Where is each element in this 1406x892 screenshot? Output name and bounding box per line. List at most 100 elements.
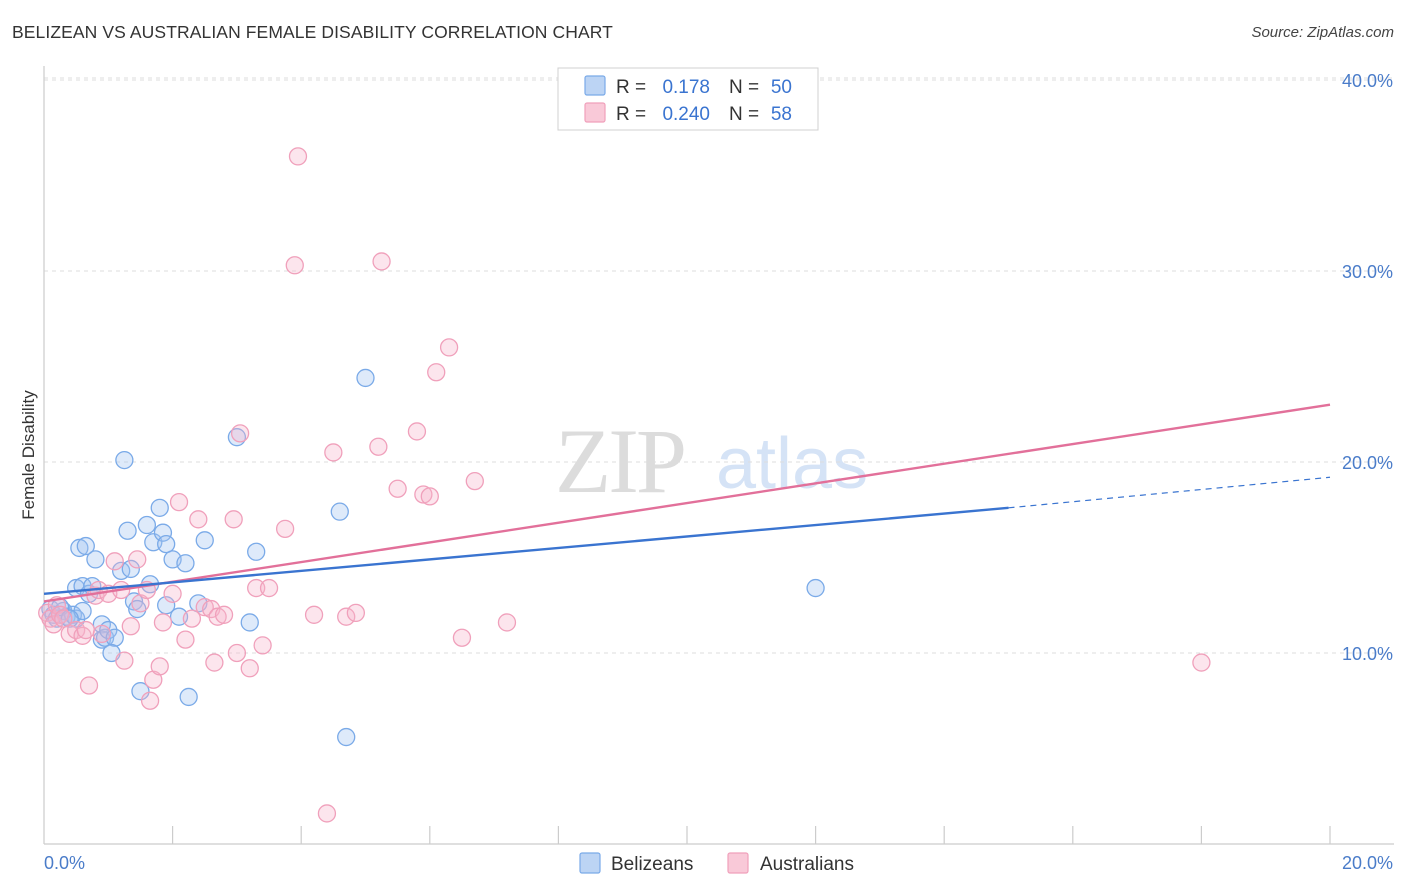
watermark-atlas: atlas bbox=[716, 424, 868, 504]
australian-point-28 bbox=[176, 630, 195, 649]
australian-point-8 bbox=[73, 626, 92, 645]
axes bbox=[43, 66, 1394, 845]
x-tick-label-max: 20.0% bbox=[1342, 853, 1393, 873]
legend-swatch-blue bbox=[584, 75, 606, 96]
belizean-point-43 bbox=[247, 542, 266, 561]
watermark-zip: ZIP bbox=[555, 410, 684, 512]
belizean-point-40 bbox=[195, 531, 214, 550]
australian-point-34 bbox=[208, 607, 227, 626]
trend-lines bbox=[43, 403, 1331, 603]
bottom-legend-belizeans: Belizeans bbox=[611, 854, 693, 875]
legend-n-label-blue: N = bbox=[729, 77, 759, 98]
belizean-point-42 bbox=[240, 613, 259, 632]
australian-point-41 bbox=[253, 636, 272, 655]
legend-r-label-blue: R = bbox=[616, 77, 646, 98]
belizeans-points bbox=[41, 368, 825, 747]
y-tick-label-40: 40.0% bbox=[1342, 71, 1393, 91]
australian-point-17 bbox=[115, 651, 134, 670]
australian-point-55 bbox=[414, 485, 433, 504]
australian-point-27 bbox=[169, 492, 189, 512]
australian-point-36 bbox=[224, 510, 243, 529]
australian-point-42 bbox=[259, 578, 279, 598]
belizean-point-37 bbox=[176, 554, 195, 573]
bottom-legend-swatch-australians bbox=[727, 852, 749, 874]
australian-point-26 bbox=[163, 584, 182, 603]
belizean-point-24 bbox=[121, 559, 140, 579]
belizean-point-46 bbox=[356, 368, 375, 388]
belizean-point-34 bbox=[157, 596, 176, 615]
australian-point-47 bbox=[317, 804, 337, 823]
belizean-point-28 bbox=[137, 515, 157, 535]
belizean-point-22 bbox=[115, 450, 134, 470]
australian-point-38 bbox=[230, 424, 250, 443]
watermark: ZIP atlas bbox=[555, 410, 868, 512]
australian-point-56 bbox=[420, 487, 439, 506]
belizean-point-33 bbox=[157, 534, 176, 554]
australian-point-62 bbox=[1192, 653, 1211, 672]
australian-point-33 bbox=[205, 653, 224, 672]
belizean-point-26 bbox=[128, 599, 147, 619]
belizean-point-14 bbox=[86, 550, 105, 569]
australian-point-25 bbox=[153, 613, 173, 632]
australian-point-24 bbox=[150, 657, 169, 676]
legend-n-value-blue: 50 bbox=[771, 77, 792, 98]
australian-point-35 bbox=[214, 605, 234, 624]
chart-title: BELIZEAN VS AUSTRALIAN FEMALE DISABILITY… bbox=[12, 22, 613, 42]
legend-swatch-pink bbox=[584, 102, 606, 123]
australian-point-43 bbox=[275, 519, 295, 538]
belizeans-trend-line bbox=[43, 506, 1009, 595]
belizean-point-32 bbox=[153, 523, 173, 542]
australian-point-39 bbox=[240, 659, 259, 678]
y-axis-label: Female Disability bbox=[19, 390, 38, 520]
australian-point-19 bbox=[128, 550, 147, 569]
australian-point-15 bbox=[105, 552, 124, 571]
australian-point-2 bbox=[44, 615, 63, 634]
belizean-point-31 bbox=[150, 498, 169, 517]
legend-n-value-pink: 58 bbox=[771, 104, 792, 125]
australian-point-50 bbox=[346, 603, 366, 623]
legend-r-value-pink: 0.240 bbox=[662, 104, 710, 125]
australian-point-49 bbox=[337, 607, 356, 626]
australian-point-37 bbox=[227, 643, 247, 663]
belizean-point-13 bbox=[76, 536, 95, 556]
belizean-point-49 bbox=[60, 609, 79, 628]
australian-point-31 bbox=[195, 598, 214, 617]
australians-trend-line bbox=[43, 403, 1331, 603]
bottom-legend-australians: Australians bbox=[760, 854, 854, 875]
belizean-point-23 bbox=[118, 521, 137, 540]
belizean-point-12 bbox=[70, 538, 89, 558]
bottom-legend: Belizeans Australians bbox=[579, 852, 854, 875]
australian-point-48 bbox=[324, 443, 343, 462]
y-tick-labels: 10.0% 20.0% 30.0% 40.0% bbox=[1342, 71, 1393, 664]
grid-lines bbox=[44, 77, 1394, 654]
australian-point-58 bbox=[439, 338, 459, 357]
x-ticks bbox=[172, 826, 1331, 844]
australian-point-57 bbox=[427, 363, 446, 382]
australian-point-53 bbox=[388, 479, 407, 498]
australian-point-59 bbox=[452, 628, 472, 647]
belizean-point-45 bbox=[337, 727, 356, 747]
australian-point-5 bbox=[54, 609, 73, 628]
bottom-legend-swatch-belizeans bbox=[579, 852, 601, 874]
belizeans-trend-extension bbox=[1008, 476, 1331, 509]
y-tick-label-20: 20.0% bbox=[1342, 453, 1393, 473]
australian-point-46 bbox=[304, 605, 324, 624]
legend-r-label-pink: R = bbox=[616, 104, 646, 125]
y-tick-label-10: 10.0% bbox=[1342, 644, 1393, 664]
australian-point-22 bbox=[140, 691, 160, 710]
australian-point-9 bbox=[76, 620, 95, 640]
australian-point-61 bbox=[497, 613, 517, 632]
legend-r-value-blue: 0.178 bbox=[662, 77, 710, 98]
australian-point-45 bbox=[288, 147, 308, 166]
x-tick-label-min: 0.0% bbox=[44, 853, 85, 873]
australian-point-18 bbox=[121, 617, 140, 636]
belizean-point-47 bbox=[806, 578, 825, 598]
australian-point-29 bbox=[182, 609, 202, 628]
legend-n-label-pink: N = bbox=[729, 104, 759, 125]
source-label: Source: ZipAtlas.com bbox=[1251, 24, 1394, 41]
australian-point-60 bbox=[465, 471, 484, 491]
australian-point-44 bbox=[285, 256, 304, 275]
legend: R = 0.178 N = 50 R = 0.240 N = 58 bbox=[557, 67, 819, 131]
australian-point-13 bbox=[92, 624, 112, 644]
